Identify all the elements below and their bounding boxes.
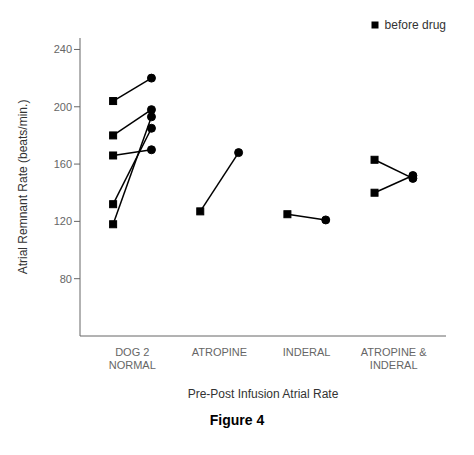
- svg-text:Pre-Post Infusion Atrial Rate: Pre-Post Infusion Atrial Rate: [188, 387, 339, 401]
- svg-text:200: 200: [54, 101, 72, 113]
- html-text:Figure 4: Figure 4: [209, 412, 265, 428]
- svg-text:ATROPINE: ATROPINE: [192, 346, 247, 358]
- html-text:before drug: before drug: [384, 18, 446, 32]
- svg-text:120: 120: [54, 215, 72, 227]
- svg-text:DOG 2NORMAL: DOG 2NORMAL: [109, 346, 156, 371]
- svg-text:Atrial Remnant Rate (beats/min: Atrial Remnant Rate (beats/min.): [16, 100, 30, 275]
- svg-text:80: 80: [60, 273, 72, 285]
- svg-text:INDERAL: INDERAL: [283, 346, 331, 358]
- svg-text:ATROPINE &INDERAL: ATROPINE &INDERAL: [361, 346, 427, 371]
- svg-text:160: 160: [54, 158, 72, 170]
- svg-text:240: 240: [54, 43, 72, 55]
